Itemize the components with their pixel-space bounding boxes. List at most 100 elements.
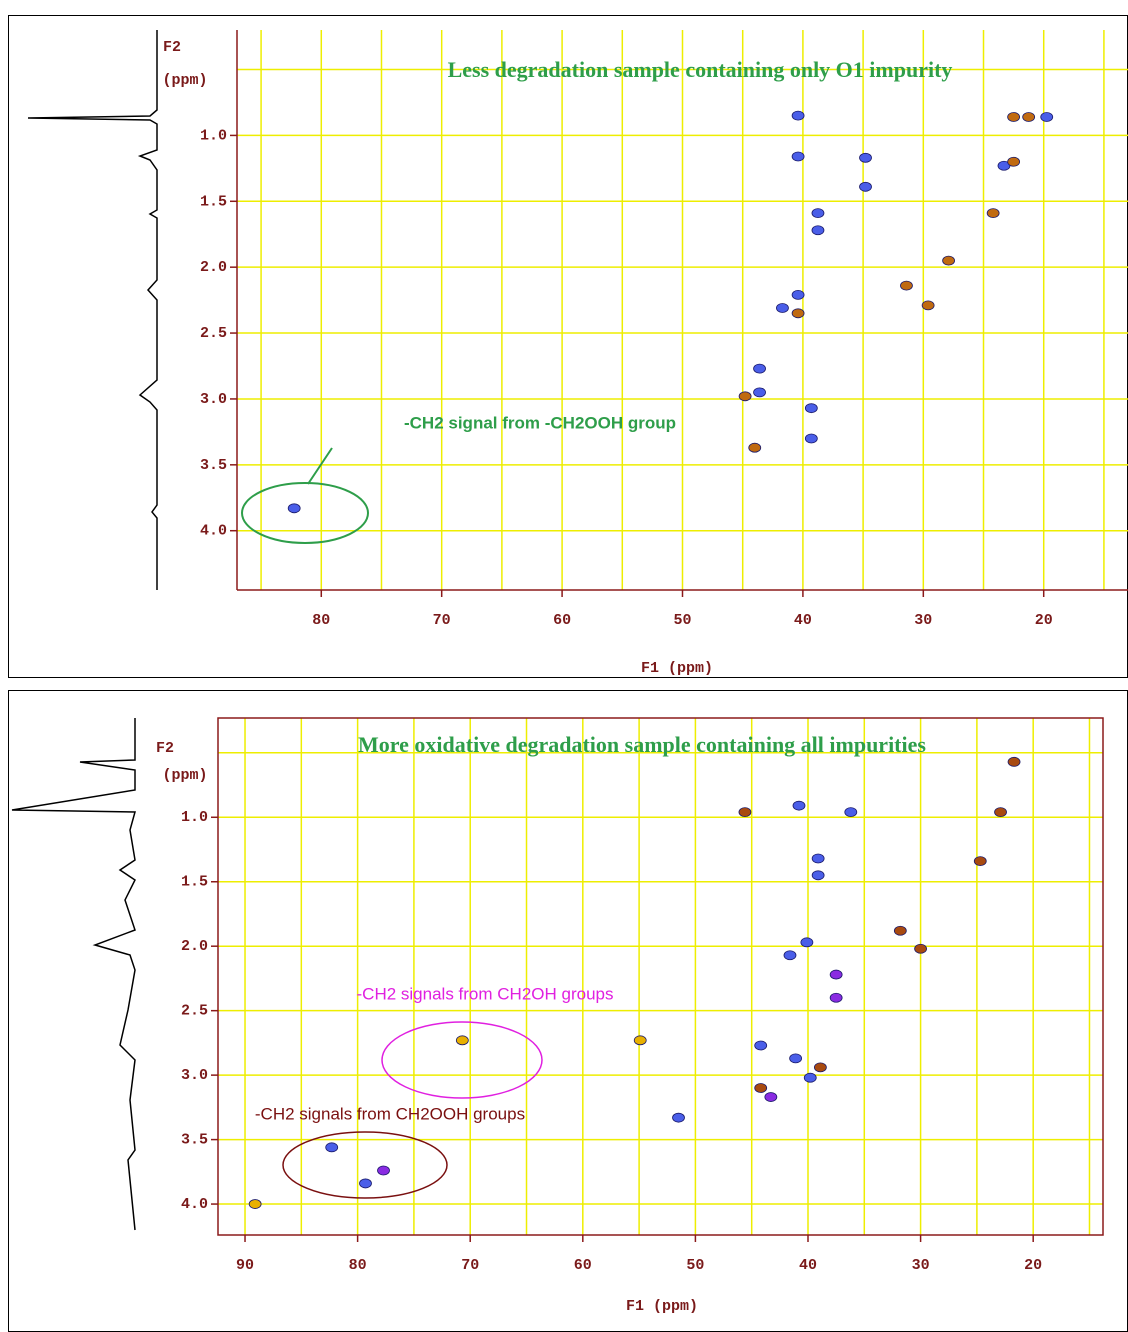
annotation-ellipse [381, 1021, 543, 1099]
y-tick-label: 2.0 [200, 259, 227, 276]
peak [811, 870, 825, 881]
plot-frame [217, 717, 1104, 1236]
y-tick-label: 1.0 [181, 809, 208, 826]
peak [1022, 112, 1036, 122]
x-axis-label: F1 (ppm) [626, 1298, 698, 1315]
x-tick-label: 40 [799, 1257, 817, 1274]
peak [776, 303, 789, 313]
y-tick-label: 3.0 [200, 391, 227, 408]
y-tick-label: 1.0 [200, 127, 227, 144]
peak [811, 208, 825, 219]
y-tick-label: 4.0 [200, 523, 227, 540]
panel-border [8, 15, 1128, 678]
projection-top [27, 30, 158, 590]
peak [248, 1199, 262, 1209]
x-tick-label: 50 [686, 1257, 704, 1274]
peak [287, 503, 301, 514]
y-tick-label: 1.5 [200, 193, 227, 210]
y-axis-label: (ppm) [162, 72, 207, 89]
x-tick-label: 50 [673, 612, 691, 629]
peak [672, 1112, 685, 1123]
peak [792, 800, 806, 811]
chart-title: More oxidative degradation sample contai… [358, 732, 926, 757]
y-tick-label: 3.5 [200, 457, 227, 474]
peak [377, 1165, 390, 1176]
peak [942, 255, 955, 266]
peak [813, 1062, 827, 1073]
peak [791, 151, 805, 162]
annotation: -CH2 signals from CH2OH groups [357, 984, 614, 1003]
peak [829, 992, 843, 1003]
y-tick-label: 3.5 [181, 1132, 208, 1149]
peak [803, 1072, 817, 1083]
peak [748, 442, 762, 453]
peak [325, 1142, 339, 1153]
peak [791, 308, 805, 319]
x-tick-label: 60 [553, 612, 571, 629]
peak [811, 225, 825, 236]
peak [804, 433, 818, 444]
x-tick-label: 60 [574, 1257, 592, 1274]
peak [633, 1035, 647, 1046]
peak [764, 1092, 778, 1102]
peak [859, 181, 872, 192]
x-axis-label: F1 (ppm) [641, 660, 713, 677]
peak [754, 1083, 768, 1093]
x-tick-label: 90 [236, 1257, 254, 1274]
peak [791, 110, 805, 121]
peak [804, 403, 818, 414]
chart-title: Less degradation sample containing only … [448, 57, 953, 82]
peak [738, 391, 752, 402]
peak [973, 856, 987, 867]
peak [783, 950, 797, 961]
peak [455, 1035, 469, 1046]
y-axis-label: F2 [156, 740, 174, 757]
x-tick-label: 70 [461, 1257, 479, 1274]
peak [914, 943, 927, 954]
annotation-leader [307, 447, 333, 485]
x-tick-label: 30 [912, 1257, 930, 1274]
x-tick-label: 40 [794, 612, 812, 629]
peak [754, 1040, 768, 1051]
peak [1007, 112, 1021, 122]
x-tick-label: 80 [349, 1257, 367, 1274]
y-tick-label: 1.5 [181, 874, 208, 891]
x-tick-label: 20 [1024, 1257, 1042, 1274]
projection-bottom [11, 718, 136, 1231]
x-tick-label: 20 [1035, 612, 1053, 629]
peak [753, 363, 766, 374]
peak [811, 853, 825, 864]
y-axis-label: F2 [163, 39, 181, 56]
peak [1007, 756, 1021, 767]
peak [829, 969, 843, 980]
peak [753, 387, 766, 398]
peak [789, 1053, 803, 1064]
y-tick-label: 3.0 [181, 1067, 208, 1084]
annotation: -CH2 signal from -CH2OOH group [404, 413, 676, 432]
peak [921, 300, 935, 311]
y-tick-label: 2.5 [200, 325, 227, 342]
peak [800, 937, 814, 948]
peak [859, 152, 872, 163]
peak [791, 289, 805, 300]
projection-traces [11, 30, 1104, 1236]
peak [359, 1178, 372, 1189]
peak [994, 807, 1007, 818]
chart: 90 80 70 60 50 40 30 20 1.0 1.5 2.0 2.5 3.0 3.5 4.0 F1 … [156, 718, 1103, 1315]
chart: 80 70 60 50 40 30 20 1.0 1.5 2.0 2.5 3.0 3.5 4.0 F1 (p… [162, 30, 1128, 677]
peak [986, 208, 1000, 219]
peak [893, 925, 907, 936]
peak [1040, 112, 1054, 122]
x-tick-label: 80 [312, 612, 330, 629]
y-tick-label: 2.5 [181, 1003, 208, 1020]
peak [738, 807, 752, 818]
annotation: -CH2 signals from CH2OOH groups [255, 1104, 525, 1123]
peak [844, 807, 858, 818]
annotation-ellipse [241, 482, 369, 544]
peak [900, 280, 913, 291]
x-tick-label: 30 [914, 612, 932, 629]
y-axis-label: (ppm) [162, 767, 207, 784]
y-tick-label: 2.0 [181, 938, 208, 955]
x-tick-label: 70 [433, 612, 451, 629]
